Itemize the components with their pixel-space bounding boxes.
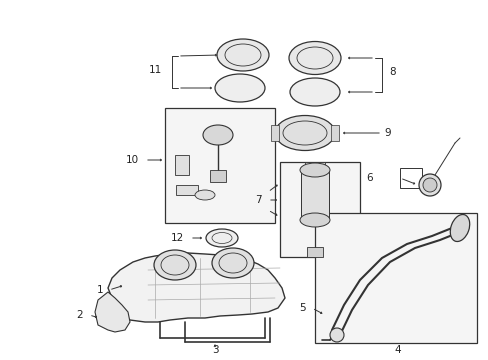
Ellipse shape — [195, 190, 215, 200]
Bar — [176, 185, 198, 195]
Text: 12: 12 — [170, 233, 183, 243]
Bar — [280, 162, 359, 257]
Text: 9: 9 — [384, 128, 390, 138]
Ellipse shape — [289, 78, 339, 106]
Ellipse shape — [449, 215, 469, 242]
Ellipse shape — [299, 213, 329, 227]
Text: 2: 2 — [77, 310, 83, 320]
Text: 11: 11 — [148, 65, 162, 75]
Ellipse shape — [418, 174, 440, 196]
Polygon shape — [95, 292, 130, 332]
Ellipse shape — [212, 248, 253, 278]
Bar — [314, 213, 476, 343]
Bar — [306, 247, 323, 257]
Ellipse shape — [288, 41, 340, 75]
Bar — [209, 170, 225, 182]
Ellipse shape — [217, 39, 268, 71]
Text: 5: 5 — [298, 303, 305, 313]
Text: 3: 3 — [211, 345, 218, 355]
Text: 10: 10 — [125, 155, 138, 165]
Polygon shape — [108, 253, 285, 322]
Bar — [270, 125, 279, 141]
Text: 1: 1 — [97, 285, 103, 295]
Ellipse shape — [203, 125, 232, 145]
Ellipse shape — [299, 163, 329, 177]
Bar — [330, 125, 338, 141]
Bar — [164, 108, 274, 223]
Text: 8: 8 — [389, 67, 395, 77]
Bar — [305, 162, 325, 172]
Ellipse shape — [329, 328, 343, 342]
Text: 4: 4 — [394, 345, 401, 355]
Ellipse shape — [154, 250, 196, 280]
Ellipse shape — [422, 178, 436, 192]
Ellipse shape — [215, 74, 264, 102]
Bar — [301, 170, 328, 220]
Ellipse shape — [205, 229, 238, 247]
Text: 6: 6 — [366, 173, 372, 183]
Ellipse shape — [274, 116, 334, 150]
Bar — [175, 155, 189, 175]
Text: 7: 7 — [254, 195, 261, 205]
Bar — [399, 168, 421, 188]
